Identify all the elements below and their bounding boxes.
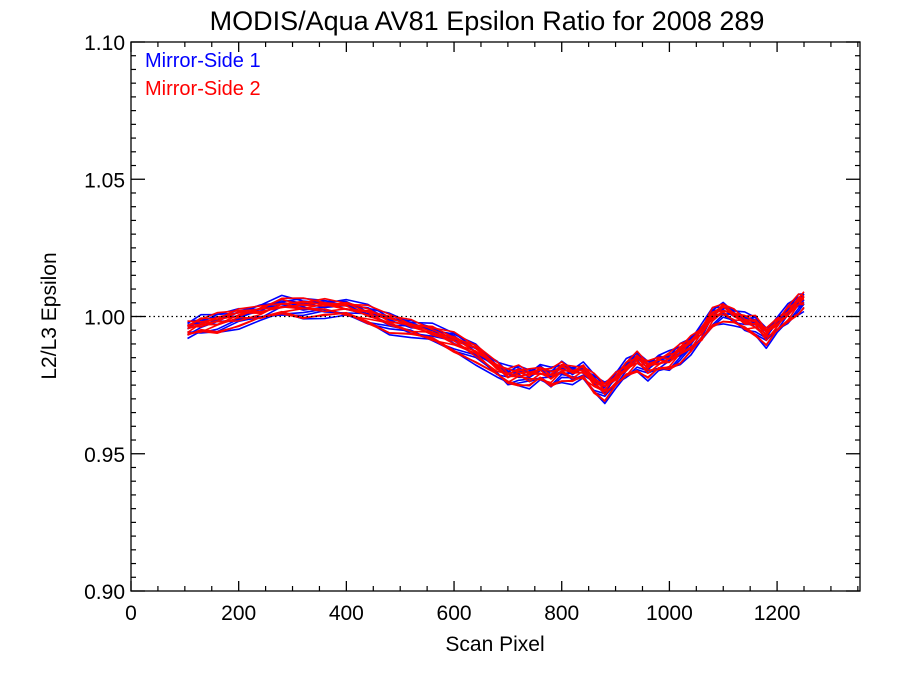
chart-title: MODIS/Aqua AV81 Epsilon Ratio for 2008 2… [210, 6, 765, 36]
mirror-side-2-line [187, 302, 805, 396]
mirror-side-2-line [187, 291, 805, 385]
x-tick-label: 1000 [646, 602, 693, 625]
x-tick-label: 200 [221, 602, 256, 625]
mirror-side-2-line [187, 295, 805, 388]
y-tick-label: 0.90 [84, 581, 125, 604]
y-tick-label: 1.00 [84, 307, 125, 330]
y-tick-label: 1.05 [84, 169, 125, 192]
axis-ticks: 0 200 400 600 800 1000 1200 0.90 0.95 1.00 1.05 1.1… [84, 32, 860, 625]
x-axis-title: Scan Pixel [445, 633, 544, 656]
plot-lines [187, 291, 805, 405]
legend-mirror-side-1: Mirror-Side 1 [145, 50, 261, 72]
x-tick-label: 0 [125, 602, 137, 625]
x-tick-label: 600 [437, 602, 472, 625]
x-tick-label: 1200 [754, 602, 801, 625]
legend-mirror-side-2: Mirror-Side 2 [145, 78, 261, 100]
y-axis-title: L2/L3 Epsilon [38, 252, 61, 379]
x-tick-label: 800 [544, 602, 579, 625]
x-tick-label: 400 [329, 602, 364, 625]
y-tick-label: 0.95 [84, 444, 125, 467]
mirror-side-1-line [187, 310, 805, 405]
y-tick-label: 1.10 [84, 32, 125, 55]
mirror-side-2-line [187, 307, 805, 402]
